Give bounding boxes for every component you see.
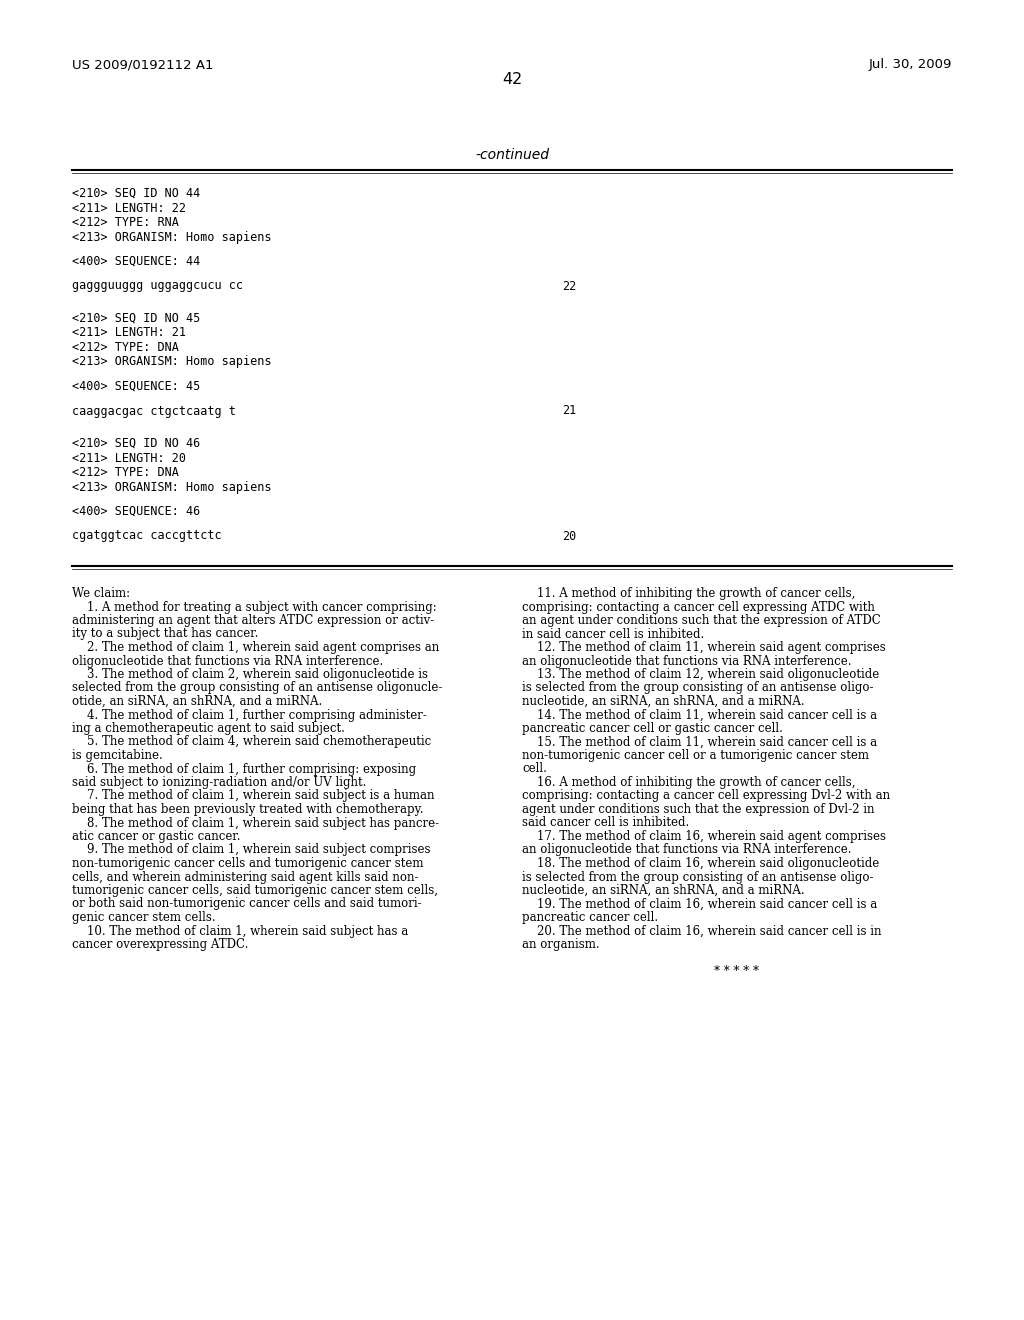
Text: <212> TYPE: RNA: <212> TYPE: RNA	[72, 216, 179, 228]
Text: 9. The method of claim 1, wherein said subject comprises: 9. The method of claim 1, wherein said s…	[72, 843, 430, 857]
Text: is gemcitabine.: is gemcitabine.	[72, 748, 163, 762]
Text: <213> ORGANISM: Homo sapiens: <213> ORGANISM: Homo sapiens	[72, 231, 271, 243]
Text: ity to a subject that has cancer.: ity to a subject that has cancer.	[72, 627, 258, 640]
Text: 17. The method of claim 16, wherein said agent comprises: 17. The method of claim 16, wherein said…	[522, 830, 886, 843]
Text: tumorigenic cancer cells, said tumorigenic cancer stem cells,: tumorigenic cancer cells, said tumorigen…	[72, 884, 438, 898]
Text: <400> SEQUENCE: 44: <400> SEQUENCE: 44	[72, 255, 201, 268]
Text: 14. The method of claim 11, wherein said cancer cell is a: 14. The method of claim 11, wherein said…	[522, 709, 878, 722]
Text: an organism.: an organism.	[522, 939, 600, 950]
Text: 10. The method of claim 1, wherein said subject has a: 10. The method of claim 1, wherein said …	[72, 924, 409, 937]
Text: in said cancer cell is inhibited.: in said cancer cell is inhibited.	[522, 627, 705, 640]
Text: 3. The method of claim 2, wherein said oligonucleotide is: 3. The method of claim 2, wherein said o…	[72, 668, 428, 681]
Text: <212> TYPE: DNA: <212> TYPE: DNA	[72, 341, 179, 354]
Text: <400> SEQUENCE: 46: <400> SEQUENCE: 46	[72, 506, 201, 517]
Text: 2. The method of claim 1, wherein said agent comprises an: 2. The method of claim 1, wherein said a…	[72, 642, 439, 653]
Text: 19. The method of claim 16, wherein said cancer cell is a: 19. The method of claim 16, wherein said…	[522, 898, 878, 911]
Text: caaggacgac ctgctcaatg t: caaggacgac ctgctcaatg t	[72, 404, 236, 417]
Text: nucleotide, an siRNA, an shRNA, and a miRNA.: nucleotide, an siRNA, an shRNA, and a mi…	[522, 884, 805, 898]
Text: nucleotide, an siRNA, an shRNA, and a miRNA.: nucleotide, an siRNA, an shRNA, and a mi…	[522, 696, 805, 708]
Text: is selected from the group consisting of an antisense oligo-: is selected from the group consisting of…	[522, 681, 873, 694]
Text: pancreatic cancer cell or gastic cancer cell.: pancreatic cancer cell or gastic cancer …	[522, 722, 783, 735]
Text: 16. A method of inhibiting the growth of cancer cells,: 16. A method of inhibiting the growth of…	[522, 776, 855, 789]
Text: cell.: cell.	[522, 763, 547, 776]
Text: <211> LENGTH: 22: <211> LENGTH: 22	[72, 202, 186, 214]
Text: 15. The method of claim 11, wherein said cancer cell is a: 15. The method of claim 11, wherein said…	[522, 735, 878, 748]
Text: cancer overexpressing ATDC.: cancer overexpressing ATDC.	[72, 939, 249, 950]
Text: 6. The method of claim 1, further comprising: exposing: 6. The method of claim 1, further compri…	[72, 763, 416, 776]
Text: 20: 20	[562, 529, 577, 543]
Text: 12. The method of claim 11, wherein said agent comprises: 12. The method of claim 11, wherein said…	[522, 642, 886, 653]
Text: an oligonucleotide that functions via RNA interference.: an oligonucleotide that functions via RN…	[522, 655, 852, 668]
Text: cgatggtcac caccgttctc: cgatggtcac caccgttctc	[72, 529, 221, 543]
Text: 5. The method of claim 4, wherein said chemotherapeutic: 5. The method of claim 4, wherein said c…	[72, 735, 431, 748]
Text: agent under conditions such that the expression of Dvl-2 in: agent under conditions such that the exp…	[522, 803, 874, 816]
Text: 8. The method of claim 1, wherein said subject has pancre-: 8. The method of claim 1, wherein said s…	[72, 817, 439, 829]
Text: 4. The method of claim 1, further comprising administer-: 4. The method of claim 1, further compri…	[72, 709, 427, 722]
Text: We claim:: We claim:	[72, 587, 130, 601]
Text: pancreatic cancer cell.: pancreatic cancer cell.	[522, 911, 658, 924]
Text: gaggguuggg uggaggcucu cc: gaggguuggg uggaggcucu cc	[72, 280, 243, 293]
Text: oligonucleotide that functions via RNA interference.: oligonucleotide that functions via RNA i…	[72, 655, 383, 668]
Text: cells, and wherein administering said agent kills said non-: cells, and wherein administering said ag…	[72, 870, 419, 883]
Text: selected from the group consisting of an antisense oligonucle-: selected from the group consisting of an…	[72, 681, 442, 694]
Text: <400> SEQUENCE: 45: <400> SEQUENCE: 45	[72, 380, 201, 393]
Text: -continued: -continued	[475, 148, 549, 162]
Text: 1. A method for treating a subject with cancer comprising:: 1. A method for treating a subject with …	[72, 601, 437, 614]
Text: being that has been previously treated with chemotherapy.: being that has been previously treated w…	[72, 803, 424, 816]
Text: Jul. 30, 2009: Jul. 30, 2009	[868, 58, 952, 71]
Text: 13. The method of claim 12, wherein said oligonucleotide: 13. The method of claim 12, wherein said…	[522, 668, 880, 681]
Text: ing a chemotherapeutic agent to said subject.: ing a chemotherapeutic agent to said sub…	[72, 722, 345, 735]
Text: <210> SEQ ID NO 46: <210> SEQ ID NO 46	[72, 437, 201, 450]
Text: <211> LENGTH: 20: <211> LENGTH: 20	[72, 451, 186, 465]
Text: <210> SEQ ID NO 44: <210> SEQ ID NO 44	[72, 187, 201, 201]
Text: 11. A method of inhibiting the growth of cancer cells,: 11. A method of inhibiting the growth of…	[522, 587, 855, 601]
Text: * * * * *: * * * * *	[715, 965, 760, 978]
Text: said subject to ionizing-radiation and/or UV light.: said subject to ionizing-radiation and/o…	[72, 776, 367, 789]
Text: <212> TYPE: DNA: <212> TYPE: DNA	[72, 466, 179, 479]
Text: an oligonucleotide that functions via RNA interference.: an oligonucleotide that functions via RN…	[522, 843, 852, 857]
Text: 42: 42	[502, 73, 522, 87]
Text: 22: 22	[562, 280, 577, 293]
Text: 18. The method of claim 16, wherein said oligonucleotide: 18. The method of claim 16, wherein said…	[522, 857, 880, 870]
Text: genic cancer stem cells.: genic cancer stem cells.	[72, 911, 216, 924]
Text: said cancer cell is inhibited.: said cancer cell is inhibited.	[522, 817, 689, 829]
Text: non-tumorigenic cancer cell or a tumorigenic cancer stem: non-tumorigenic cancer cell or a tumorig…	[522, 748, 869, 762]
Text: is selected from the group consisting of an antisense oligo-: is selected from the group consisting of…	[522, 870, 873, 883]
Text: <213> ORGANISM: Homo sapiens: <213> ORGANISM: Homo sapiens	[72, 355, 271, 368]
Text: 20. The method of claim 16, wherein said cancer cell is in: 20. The method of claim 16, wherein said…	[522, 924, 882, 937]
Text: comprising: contacting a cancer cell expressing ATDC with: comprising: contacting a cancer cell exp…	[522, 601, 874, 614]
Text: administering an agent that alters ATDC expression or activ-: administering an agent that alters ATDC …	[72, 614, 434, 627]
Text: <211> LENGTH: 21: <211> LENGTH: 21	[72, 326, 186, 339]
Text: atic cancer or gastic cancer.: atic cancer or gastic cancer.	[72, 830, 241, 843]
Text: otide, an siRNA, an shRNA, and a miRNA.: otide, an siRNA, an shRNA, and a miRNA.	[72, 696, 323, 708]
Text: or both said non-tumorigenic cancer cells and said tumori-: or both said non-tumorigenic cancer cell…	[72, 898, 422, 911]
Text: US 2009/0192112 A1: US 2009/0192112 A1	[72, 58, 213, 71]
Text: <213> ORGANISM: Homo sapiens: <213> ORGANISM: Homo sapiens	[72, 480, 271, 494]
Text: 21: 21	[562, 404, 577, 417]
Text: an agent under conditions such that the expression of ATDC: an agent under conditions such that the …	[522, 614, 881, 627]
Text: non-tumorigenic cancer cells and tumorigenic cancer stem: non-tumorigenic cancer cells and tumorig…	[72, 857, 424, 870]
Text: 7. The method of claim 1, wherein said subject is a human: 7. The method of claim 1, wherein said s…	[72, 789, 434, 803]
Text: <210> SEQ ID NO 45: <210> SEQ ID NO 45	[72, 312, 201, 325]
Text: comprising: contacting a cancer cell expressing Dvl-2 with an: comprising: contacting a cancer cell exp…	[522, 789, 890, 803]
